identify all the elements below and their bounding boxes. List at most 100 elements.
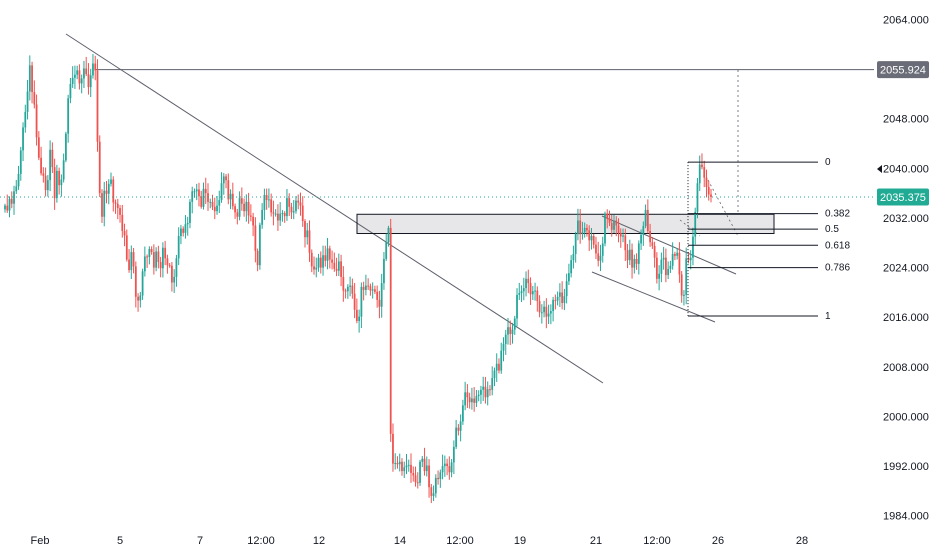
candle-body — [498, 363, 500, 371]
candle-body — [65, 133, 67, 161]
candle — [89, 68, 92, 98]
drawing-tools[interactable] — [65, 33, 874, 384]
candle-body — [306, 230, 309, 238]
candle — [452, 440, 455, 475]
candle-body — [554, 299, 557, 301]
candle-body — [71, 77, 74, 85]
projection-path[interactable] — [707, 179, 739, 237]
candle — [342, 266, 345, 302]
candle — [128, 249, 130, 273]
candle-body — [692, 236, 694, 258]
fibonacci-retracement[interactable]: 0 0.382 0.5 0.618 0.786 1 — [687, 157, 850, 322]
candle — [577, 208, 579, 241]
candle-body — [263, 195, 266, 210]
candle-body — [369, 286, 372, 291]
candle-body — [222, 176, 225, 184]
price-axis[interactable]: 2064.0002056.0002048.0002040.0002032.000… — [883, 15, 929, 523]
candle — [6, 194, 9, 213]
candle-body — [480, 389, 482, 395]
candle — [225, 174, 227, 189]
candle-body — [547, 313, 550, 317]
candle — [586, 224, 588, 237]
candle — [371, 282, 374, 299]
candle — [649, 223, 651, 247]
candle — [432, 485, 435, 502]
candle — [358, 309, 361, 333]
candle — [288, 193, 291, 217]
candle-body — [376, 291, 379, 300]
candle-body — [586, 227, 588, 231]
resistance-zone[interactable] — [356, 213, 775, 235]
candle-body — [364, 285, 367, 290]
candle — [434, 474, 437, 498]
candle — [473, 386, 476, 412]
candle-body — [319, 257, 322, 268]
candle — [101, 189, 103, 223]
candle — [37, 131, 40, 161]
candle — [231, 182, 234, 210]
candle — [4, 203, 6, 213]
candle — [238, 191, 241, 221]
candle — [245, 194, 248, 222]
candle-body — [371, 289, 374, 291]
candle-body — [457, 427, 460, 431]
x-tick-label: Feb — [31, 535, 50, 547]
candle-body — [28, 65, 31, 92]
candle — [529, 277, 532, 305]
candle — [367, 278, 370, 290]
candle-body — [340, 261, 342, 277]
candle-body — [252, 216, 255, 226]
candle — [13, 185, 15, 215]
candle — [547, 304, 550, 325]
candle-body — [166, 258, 169, 266]
candle — [265, 188, 268, 210]
y-tick-label: 2032.000 — [883, 213, 929, 225]
candle — [119, 205, 121, 223]
candle — [511, 322, 514, 344]
candle — [123, 223, 126, 247]
candle-body — [628, 249, 631, 261]
y-tick-label: 2048.000 — [883, 114, 929, 126]
candle-body — [94, 63, 97, 71]
candle — [216, 195, 218, 215]
candle — [281, 210, 284, 222]
candle-body — [660, 259, 663, 274]
candle — [507, 317, 509, 345]
candle — [536, 286, 539, 312]
candle — [619, 228, 622, 248]
candle — [299, 192, 302, 216]
candle — [439, 469, 442, 488]
candle-body — [698, 164, 701, 184]
candle — [581, 221, 584, 240]
candle-body — [216, 205, 218, 212]
candle — [58, 167, 61, 195]
candle-body — [394, 463, 397, 465]
x-tick-label: 12 — [313, 535, 325, 547]
candle-body — [635, 258, 638, 264]
candle-body — [412, 472, 415, 476]
candle-body — [701, 164, 703, 168]
candle-body — [405, 465, 408, 468]
candle-body — [644, 209, 647, 227]
candle — [10, 191, 13, 209]
candle-body — [19, 150, 22, 174]
candle-body — [658, 273, 661, 279]
candle-body — [58, 170, 61, 186]
candle — [121, 204, 124, 238]
candle — [423, 447, 426, 476]
trendline-main[interactable] — [65, 33, 604, 384]
channel-lower-line[interactable] — [591, 271, 716, 323]
candle — [664, 248, 667, 283]
candle-body — [189, 201, 191, 223]
candle — [297, 194, 300, 210]
channel-upper-line[interactable] — [601, 215, 737, 275]
candle — [364, 274, 367, 296]
candle — [504, 329, 507, 355]
time-axis[interactable]: Feb 5 7 12:00 12 14 12:00 19 21 12:00 26 28 — [31, 535, 809, 547]
candle-body — [410, 464, 412, 473]
candle-body — [489, 389, 491, 391]
candle-body — [355, 309, 358, 321]
candle-body — [125, 235, 128, 260]
candle — [628, 239, 631, 266]
